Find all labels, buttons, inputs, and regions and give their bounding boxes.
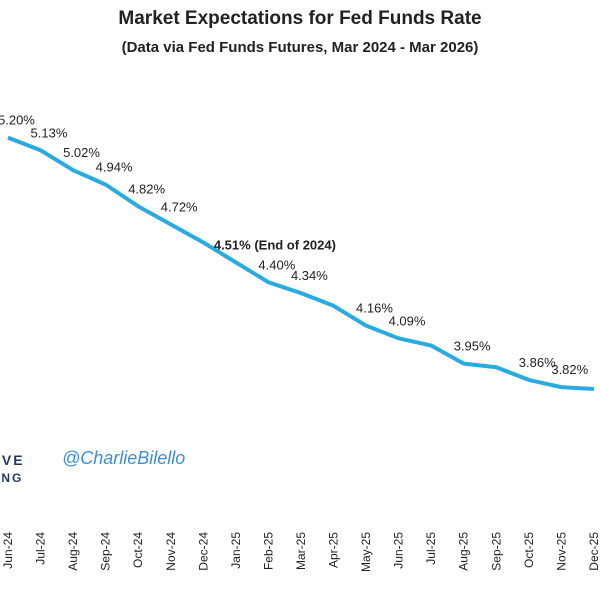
x-tick-label: Jul-25 <box>424 532 438 565</box>
x-tick-label: Jul-24 <box>34 532 48 565</box>
x-tick-label: Mar-25 <box>294 532 308 570</box>
x-tick-label: Jan-25 <box>229 532 243 569</box>
x-tick-label: Nov-25 <box>554 532 568 571</box>
x-tick-label: Feb-25 <box>261 532 275 570</box>
x-tick-label: Nov-24 <box>164 532 178 571</box>
data-label: 4.40% <box>258 257 295 272</box>
x-tick-label: Aug-24 <box>66 532 80 571</box>
data-label: 4.16% <box>356 301 393 316</box>
data-label: 3.95% <box>454 339 491 354</box>
data-label: 4.09% <box>389 313 426 328</box>
x-tick-label: Jun-25 <box>392 532 406 569</box>
data-label: 4.51% (End of 2024) <box>214 237 336 252</box>
chart-subtitle: (Data via Fed Funds Futures, Mar 2024 - … <box>122 39 479 56</box>
data-label: 4.72% <box>161 199 198 214</box>
x-tick-label: May-25 <box>359 532 373 572</box>
x-tick-label: Oct-24 <box>131 532 145 568</box>
x-tick-label: Sep-25 <box>489 532 503 571</box>
data-label: 3.86% <box>519 355 556 370</box>
data-label: 5.20% <box>0 113 35 128</box>
x-tick-label: Aug-25 <box>457 532 471 571</box>
chart-title: Market Expectations for Fed Funds Rate <box>118 8 481 29</box>
data-label: 4.94% <box>96 160 133 175</box>
data-label: 5.13% <box>31 125 68 140</box>
data-label: 4.34% <box>291 268 328 283</box>
line <box>7 135 595 391</box>
watermark: @CharlieBilello <box>62 448 185 468</box>
logo-text: ING <box>0 471 23 485</box>
data-label: 3.82% <box>551 362 588 377</box>
x-tick-label: Oct-25 <box>522 532 536 568</box>
x-tick-label: Jun-24 <box>1 532 15 569</box>
data-label: 5.02% <box>63 145 100 160</box>
data-label: 4.82% <box>128 181 165 196</box>
logo-text: IVE <box>0 452 25 468</box>
x-tick-label: Apr-25 <box>327 532 341 568</box>
x-tick-label: Dec-24 <box>196 532 210 571</box>
x-tick-label: Sep-24 <box>99 532 113 571</box>
x-tick-label: Dec-25 <box>587 532 600 571</box>
